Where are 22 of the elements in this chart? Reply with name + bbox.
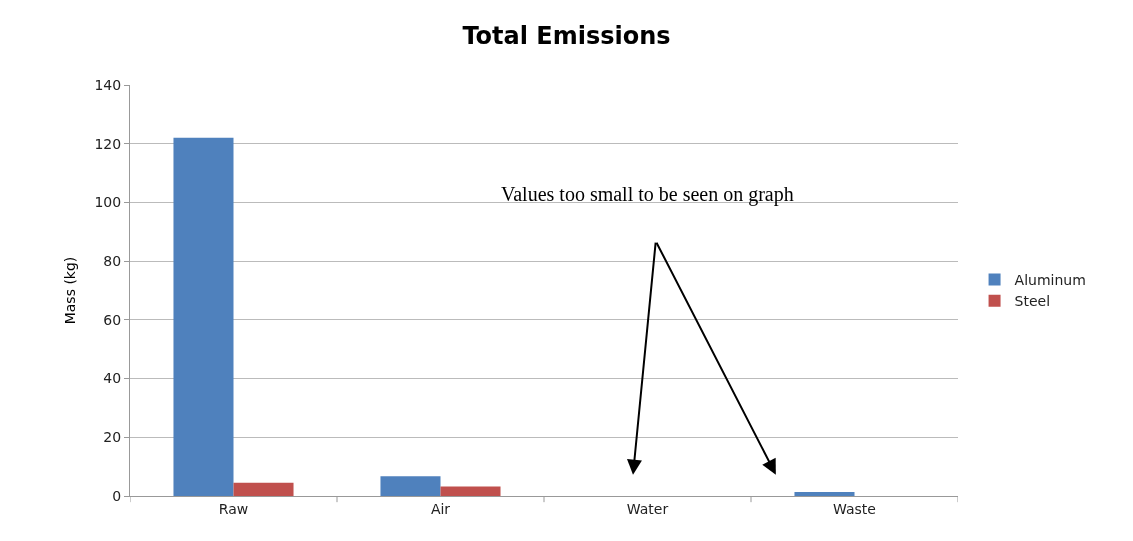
bar xyxy=(380,476,441,496)
legend-label: Aluminum xyxy=(1014,272,1086,289)
y-tick-label: 140 xyxy=(94,76,122,93)
x-tick-label: Air xyxy=(430,500,451,517)
y-tick-label: 80 xyxy=(103,253,122,270)
x-tick-label: Water xyxy=(626,500,669,517)
x-tick-label: Waste xyxy=(833,500,876,517)
chart-title: Total Emissions xyxy=(462,21,671,50)
y-tick-label: 100 xyxy=(94,194,122,211)
bar xyxy=(440,486,501,496)
y-tick-label: 60 xyxy=(103,311,122,328)
y-axis-title: Mass (kg) xyxy=(62,256,79,325)
x-tick-label: Raw xyxy=(218,500,249,517)
annotation: Values too small to be seen on graph xyxy=(501,183,794,206)
y-tick-label: 0 xyxy=(112,487,122,504)
bar xyxy=(173,137,234,496)
y-tick-label: 120 xyxy=(94,135,122,152)
bar xyxy=(233,482,294,496)
bar xyxy=(794,491,855,496)
y-tick-label: 40 xyxy=(103,370,122,387)
y-tick-label: 20 xyxy=(103,429,122,446)
legend-label: Steel xyxy=(1014,293,1051,310)
